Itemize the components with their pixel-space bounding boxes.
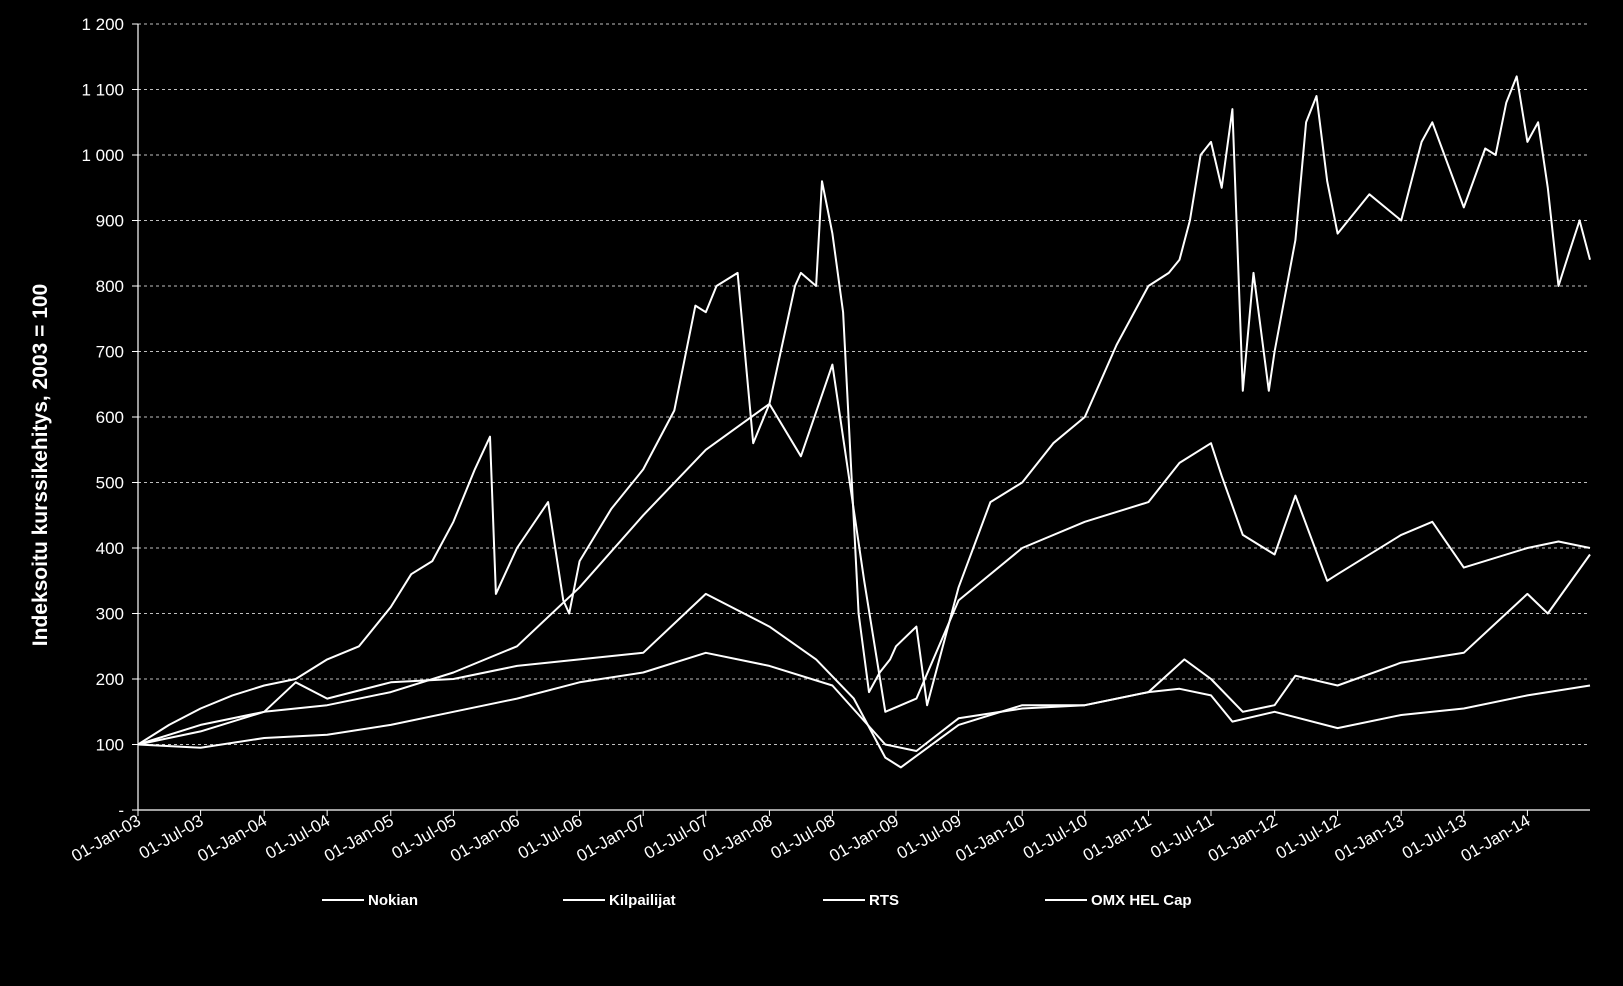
y-tick-label: 1 200 <box>81 15 124 34</box>
series-line-3 <box>137 553 1591 769</box>
x-tick-label: 01-Jul-06 <box>515 811 586 863</box>
y-tick-label: 1 100 <box>81 81 124 100</box>
y-tick-label: 200 <box>96 670 124 689</box>
legend-label: OMX HEL Cap <box>1091 892 1192 909</box>
x-tick-label: 01-Jan-10 <box>952 811 1028 866</box>
x-tick-label: 01-Jan-03 <box>68 811 144 866</box>
gridlines <box>138 23 1590 745</box>
y-tick-label: 600 <box>96 408 124 427</box>
legend-label: Kilpailijat <box>609 892 676 909</box>
y-tick-label: - <box>118 801 124 820</box>
x-tick-label: 01-Jul-04 <box>262 811 333 863</box>
x-tick-label: 01-Jul-12 <box>1273 811 1344 863</box>
x-tick-label: 01-Jul-10 <box>1020 811 1091 863</box>
x-tick-label: 01-Jul-07 <box>641 811 712 863</box>
axes <box>132 23 1590 816</box>
x-tick-label: 01-Jan-07 <box>573 811 649 866</box>
x-tick-label: 01-Jan-14 <box>1458 811 1534 866</box>
x-tick-label: 01-Jan-11 <box>1080 811 1155 865</box>
legend: Nokian Kilpailijat RTS OMX HEL Cap <box>322 892 1192 909</box>
y-tick-label: 500 <box>96 474 124 493</box>
x-tick-label: 01-Jan-09 <box>826 811 902 866</box>
x-tick-label: 01-Jul-11 <box>1147 811 1217 862</box>
x-tick-label: 01-Jan-12 <box>1205 811 1281 866</box>
y-axis-title: Indeksoitu kurssikehitys, 2003 = 100 <box>29 284 52 646</box>
x-tick-label: 01-Jan-05 <box>321 811 397 866</box>
x-tick-label: 01-Jan-06 <box>447 811 523 866</box>
series-line-4 <box>137 651 1591 752</box>
y-tick-label: 100 <box>96 736 124 755</box>
series-line-1 <box>137 75 1591 746</box>
y-tick-label: 400 <box>96 539 124 558</box>
x-tick-label: 01-Jul-09 <box>894 811 965 863</box>
legend-label: Nokian <box>368 892 418 909</box>
y-tick-label: 700 <box>96 343 124 362</box>
x-tick-label: 01-Jul-13 <box>1399 811 1470 863</box>
x-tick-label: 01-Jul-08 <box>767 811 838 863</box>
y-tick-label: 300 <box>96 605 124 624</box>
series-layer <box>137 75 1591 769</box>
legend-label: RTS <box>869 892 899 909</box>
y-tick-labels: - 100 200 300 400 500 600 700 800 900 1 000 1 100 1 … <box>81 15 124 820</box>
x-tick-label: 01-Jan-13 <box>1331 811 1407 866</box>
x-tick-labels: 01-Jan-0301-Jul-0301-Jan-0401-Jul-0401-J… <box>68 811 1533 866</box>
y-tick-label: 1 000 <box>81 146 124 165</box>
y-tick-label: 800 <box>96 277 124 296</box>
x-tick-label: 01-Jul-05 <box>388 811 459 863</box>
x-tick-label: 01-Jan-04 <box>194 811 270 866</box>
series-line-2 <box>137 363 1591 746</box>
x-tick-label: 01-Jul-03 <box>136 811 207 863</box>
y-tick-label: 900 <box>96 212 124 231</box>
x-tick-label: 01-Jan-08 <box>700 811 776 866</box>
